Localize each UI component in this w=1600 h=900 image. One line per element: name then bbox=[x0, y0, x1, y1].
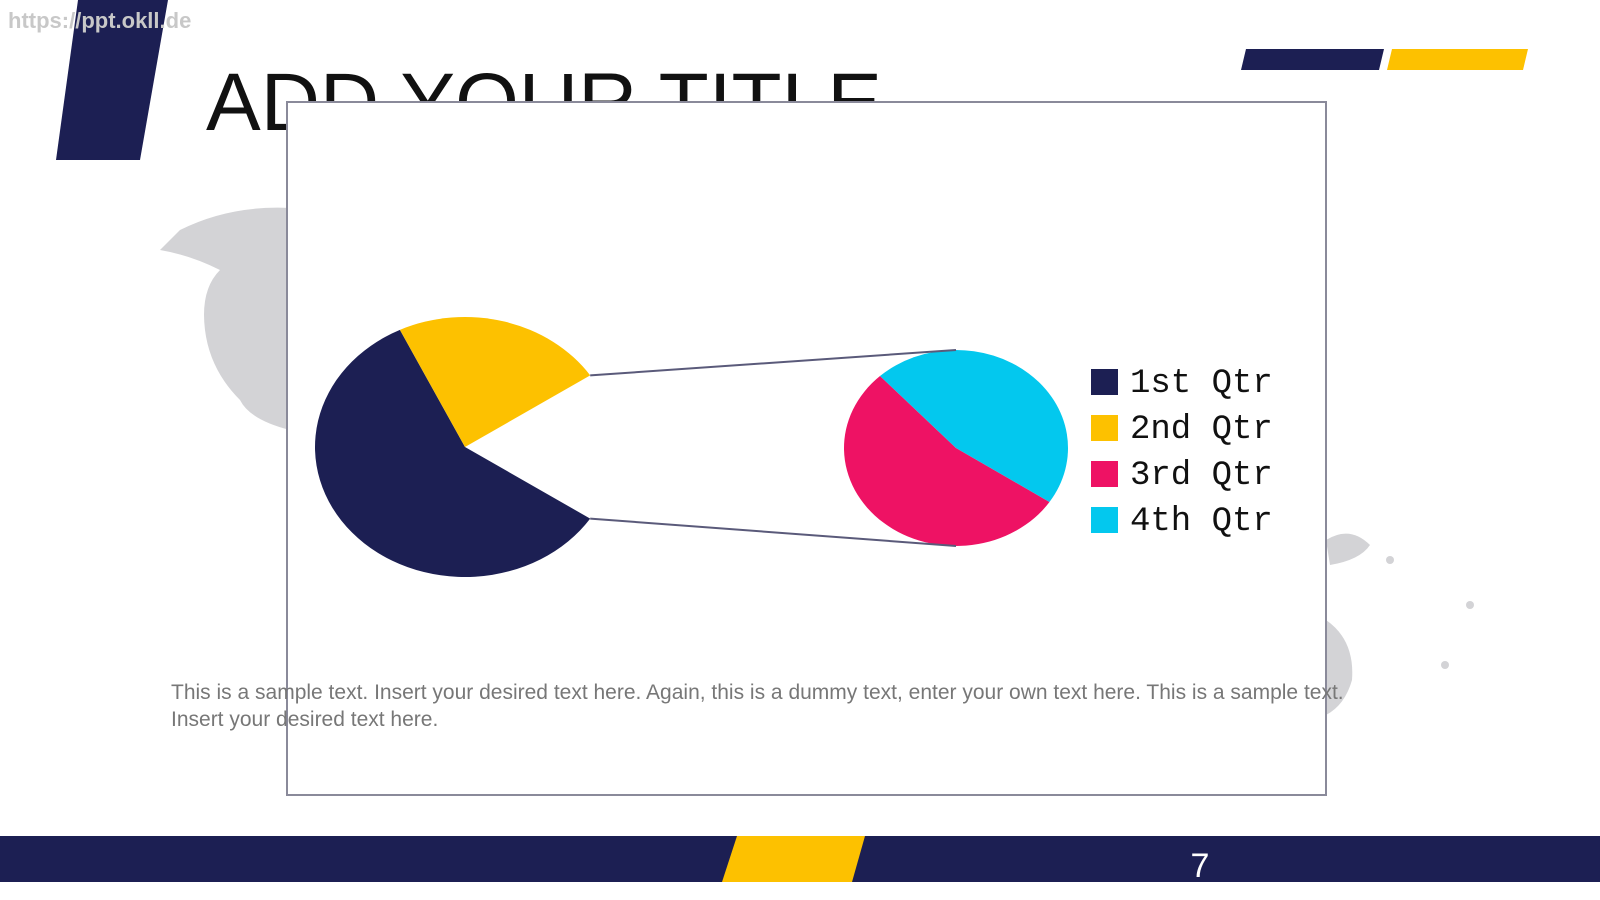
footer-accent bbox=[722, 836, 865, 882]
pie-slice bbox=[314, 329, 591, 577]
legend-swatch bbox=[1091, 507, 1118, 533]
watermark: https://ppt.okll.de bbox=[8, 8, 191, 33]
accent-bar bbox=[1241, 49, 1384, 70]
pie-slice bbox=[399, 317, 591, 447]
body-line: This is a sample text. Insert your desir… bbox=[171, 681, 1344, 704]
legend-label: 4th Qtr bbox=[1130, 503, 1273, 541]
chart: 1st Qtr 2nd Qtr 3rd Qtr 4th Qtr bbox=[314, 317, 1273, 577]
legend-label: 1st Qtr bbox=[1130, 365, 1273, 403]
connector-line bbox=[590, 349, 957, 377]
world-map bbox=[160, 207, 1474, 715]
legend-swatch bbox=[1091, 369, 1118, 395]
legend-label: 3rd Qtr bbox=[1130, 457, 1273, 495]
pie-slice bbox=[844, 376, 1050, 547]
accent-bar bbox=[1387, 49, 1528, 70]
legend-label: 2nd Qtr bbox=[1130, 411, 1273, 449]
pie-slice bbox=[880, 350, 1069, 502]
connector-line bbox=[590, 517, 957, 547]
body-text: This is a sample text. Insert your desir… bbox=[171, 681, 1349, 731]
body-line: Insert your desired text here. bbox=[171, 708, 438, 731]
corner-bar bbox=[56, 0, 168, 160]
page-number: 7 bbox=[1191, 847, 1210, 885]
legend-swatch bbox=[1091, 461, 1118, 487]
legend-swatch bbox=[1091, 415, 1118, 441]
